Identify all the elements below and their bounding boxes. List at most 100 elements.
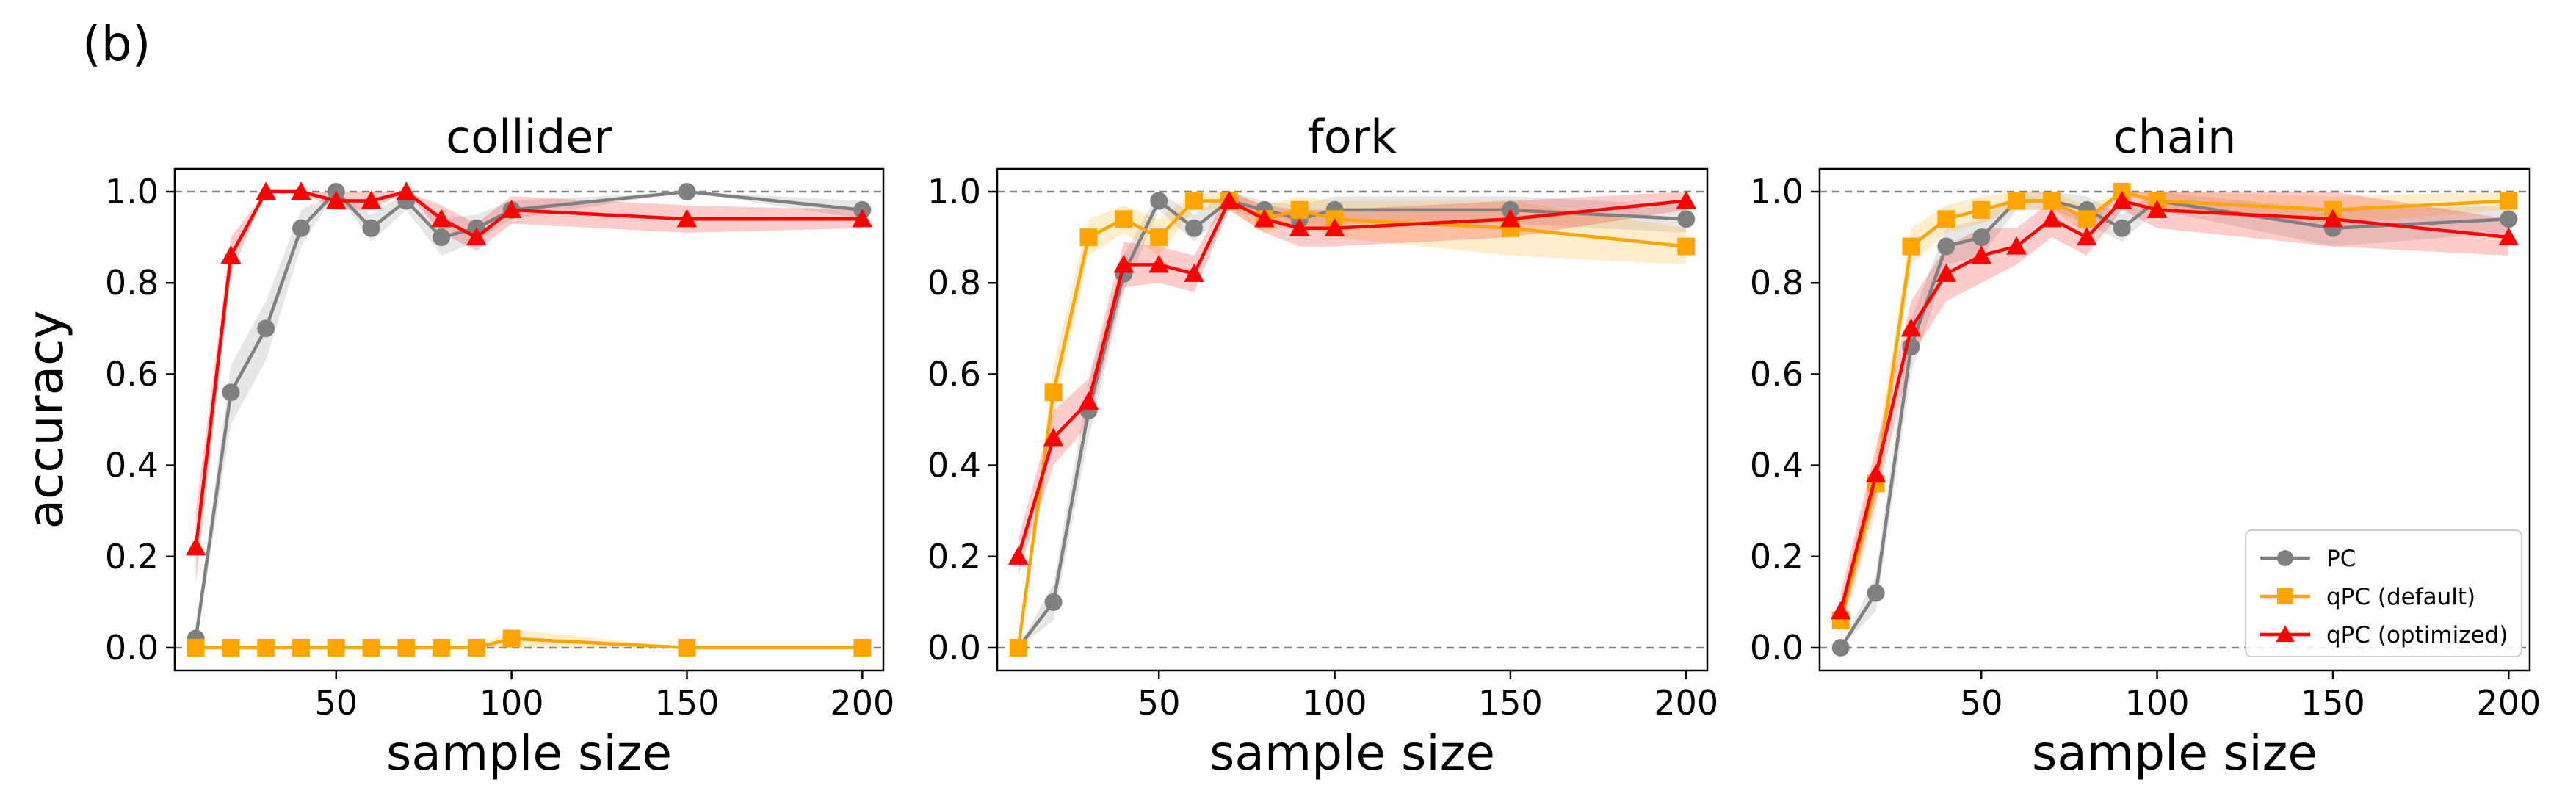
- data-point-qpc-optimized: [501, 200, 522, 218]
- confidence-band-pc: [1018, 192, 1687, 648]
- series-line-pc: [1016, 198, 1687, 649]
- data-point-qpc-default: [362, 638, 380, 657]
- legend-label-qpc-optimized: qPC (optimized): [2326, 622, 2508, 648]
- data-point-qpc-default: [1902, 237, 1920, 256]
- y-tick-label: 0.8: [927, 263, 981, 303]
- series-line-qpc-default: [1839, 189, 2509, 621]
- data-point-pc: [2113, 219, 2131, 237]
- data-point-qpc-default: [2008, 192, 2026, 210]
- y-tick-label: 0.0: [105, 628, 159, 668]
- data-point-qpc-optimized: [1865, 464, 1886, 483]
- data-point-pc: [1150, 192, 1168, 210]
- data-point-qpc-default: [1079, 228, 1098, 247]
- data-point-qpc-optimized: [1324, 217, 1345, 236]
- y-axis-label: accuracy: [18, 311, 74, 529]
- data-point-qpc-optimized: [2006, 236, 2027, 255]
- data-point-qpc-default: [433, 638, 451, 657]
- data-point-qpc-default: [2500, 192, 2518, 210]
- x-tick-label: 50: [1960, 683, 2003, 723]
- data-point-qpc-optimized: [1184, 264, 1204, 282]
- legend-label-pc: PC: [2326, 546, 2356, 572]
- chart-panel-fork: 50 100 150 200 0.0 0.2 0.4 0.6 0.8 1.0 fork sample …: [927, 110, 1718, 781]
- y-tick-label: 0.2: [105, 537, 159, 576]
- data-point-qpc-optimized: [2498, 227, 2519, 246]
- confidence-band-qpc-optimized: [1018, 192, 1687, 575]
- chart-panel-chain: 50 100 150 200 0.0 0.2 0.4 0.6 0.8 1.0 chain sample…: [1750, 110, 2541, 781]
- chart-title: fork: [1308, 110, 1397, 164]
- data-point-qpc-default: [187, 638, 205, 657]
- data-point-qpc-optimized: [431, 209, 452, 228]
- data-point-qpc-optimized: [2146, 200, 2168, 218]
- data-point-pc: [292, 219, 310, 237]
- data-point-qpc-default: [397, 638, 416, 657]
- legend-box: [2245, 529, 2522, 657]
- data-point-qpc-optimized: [1007, 546, 1029, 565]
- data-point-qpc-default: [1115, 210, 1133, 228]
- data-point-qpc-default: [1009, 638, 1027, 657]
- y-tick-label: 1.0: [1750, 172, 1803, 212]
- data-point-qpc-optimized: [1900, 318, 1922, 337]
- x-tick-label: 50: [1137, 683, 1181, 723]
- legend-marker-pc: [2277, 550, 2293, 566]
- data-point-qpc-optimized: [1676, 190, 1697, 209]
- data-point-qpc-default: [502, 629, 521, 648]
- x-axis-label: sample size: [1209, 725, 1495, 781]
- plot-frame: [1818, 167, 2531, 672]
- data-point-pc: [1972, 228, 1991, 247]
- data-point-qpc-optimized: [1043, 427, 1064, 446]
- data-point-qpc-optimized: [1289, 217, 1310, 236]
- data-point-pc: [1185, 219, 1204, 237]
- y-tick-label: 0.4: [927, 446, 981, 485]
- data-point-pc: [1937, 237, 1955, 256]
- data-point-qpc-optimized: [1113, 254, 1135, 273]
- y-tick-label: 0.8: [1750, 263, 1803, 303]
- x-tick-label: 50: [314, 683, 358, 723]
- chart-title: collider: [446, 110, 612, 164]
- legend-marker-qpc-default: [2277, 588, 2293, 604]
- y-tick-label: 0.6: [105, 354, 159, 394]
- y-tick-label: 0.4: [105, 446, 159, 485]
- data-point-qpc-optimized: [2111, 190, 2132, 209]
- legend-marker-qpc-optimized: [2276, 625, 2295, 643]
- y-tick-label: 0.2: [1750, 537, 1803, 576]
- x-tick-label: 150: [2301, 683, 2365, 723]
- data-point-pc: [2500, 210, 2518, 228]
- data-point-pc: [1677, 210, 1696, 228]
- data-point-qpc-default: [1044, 383, 1063, 402]
- x-tick-label: 150: [655, 683, 720, 723]
- plot-frame: [996, 167, 1709, 672]
- data-point-qpc-optimized: [2323, 209, 2343, 228]
- x-axis-label: sample size: [2032, 725, 2318, 781]
- data-point-qpc-optimized: [1148, 254, 1170, 273]
- data-point-qpc-default: [1185, 192, 1204, 210]
- x-tick-label: 200: [1654, 683, 1718, 723]
- data-point-qpc-default: [222, 638, 240, 657]
- data-point-qpc-default: [257, 638, 275, 657]
- legend: PC qPC (default) qPC (optimized): [2245, 529, 2522, 657]
- series-line-qpc-default: [1016, 199, 1687, 648]
- confidence-band-qpc-default: [1018, 192, 1687, 648]
- data-point-qpc-optimized: [2077, 227, 2097, 246]
- data-point-qpc-default: [678, 638, 696, 657]
- data-point-pc: [1831, 638, 1850, 657]
- data-point-qpc-optimized: [256, 181, 277, 200]
- x-tick-label: 100: [2125, 683, 2190, 723]
- figure-panel-label: (b): [82, 15, 151, 72]
- data-point-qpc-default: [292, 638, 310, 657]
- data-point-qpc-default: [2077, 210, 2096, 228]
- data-point-qpc-optimized: [325, 190, 347, 209]
- data-point-qpc-default: [467, 638, 485, 657]
- data-point-qpc-optimized: [185, 537, 206, 556]
- legend-label-qpc-default: qPC (default): [2326, 584, 2475, 610]
- data-point-qpc-optimized: [1219, 190, 1240, 209]
- data-point-qpc-default: [2042, 192, 2061, 210]
- chart-panels: 50 100 150 200 0.0 0.2 0.4 0.6 0.8 1.0 collider sam…: [18, 110, 2541, 781]
- data-point-qpc-default: [1150, 228, 1168, 247]
- data-point-qpc-default: [1972, 200, 1991, 219]
- x-tick-label: 100: [480, 683, 544, 723]
- confidence-band-pc: [195, 192, 863, 648]
- y-tick-label: 0.6: [927, 354, 981, 394]
- data-point-pc: [222, 383, 240, 402]
- series-line-pc: [194, 189, 863, 639]
- series-line-qpc-optimized: [194, 189, 863, 548]
